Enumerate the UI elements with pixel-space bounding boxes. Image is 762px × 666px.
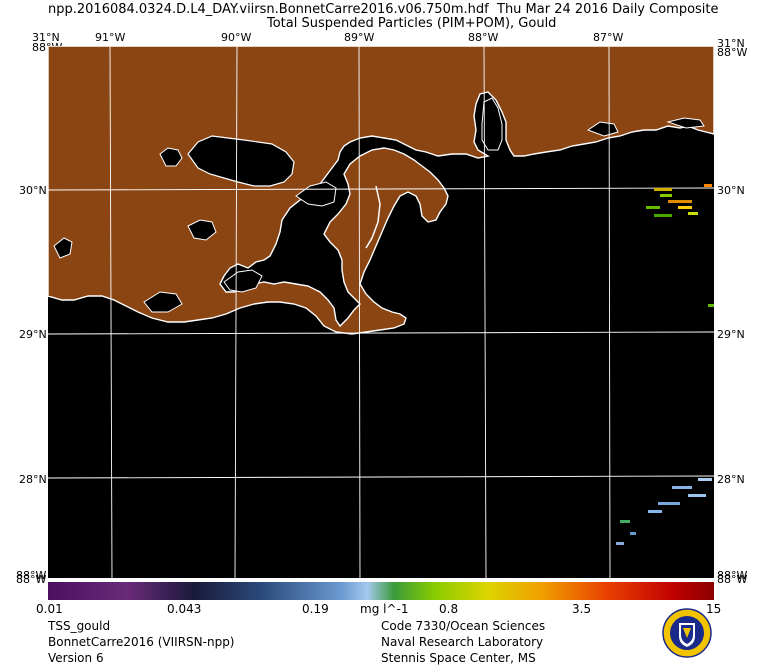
choctawhatchee-bay bbox=[666, 117, 705, 129]
lake-maurepas bbox=[159, 147, 183, 167]
colorbar-tick-0-19: 0.19 bbox=[302, 602, 329, 616]
lat-label-29n-right: 29°N bbox=[717, 328, 745, 341]
tss-map bbox=[48, 46, 714, 578]
lat-label-28n-left: 28°N bbox=[19, 473, 47, 486]
corner-label-tr-bottom: 88°W bbox=[717, 46, 748, 59]
graticule bbox=[48, 46, 714, 578]
colorbar-tick-3-5: 3.5 bbox=[572, 602, 592, 616]
grid-line-30n bbox=[48, 187, 714, 191]
lon-label-88w: 88°W bbox=[468, 31, 499, 44]
tss-pixels-offshore bbox=[616, 184, 714, 545]
footer-region: BonnetCarre2016 (VIIRSN-npp) bbox=[48, 635, 235, 649]
corner-label-br-bottom: 88°W bbox=[717, 573, 748, 586]
corner-label-bl-top: 88°W bbox=[16, 569, 47, 582]
lat-label-28n-right: 28°N bbox=[717, 473, 745, 486]
footer-location: Stennis Space Center, MS bbox=[381, 651, 536, 665]
grid-line-91w bbox=[109, 46, 113, 578]
lat-label-30n-right: 30°N bbox=[717, 184, 745, 197]
colorbar-tick-15: 15 bbox=[706, 602, 722, 616]
product-title: Total Suspended Particles (PIM+POM), Gou… bbox=[267, 16, 557, 31]
lon-label-87w: 87°W bbox=[593, 31, 624, 44]
grid-line-89w bbox=[358, 46, 361, 578]
footer-lab: Naval Research Laboratory bbox=[381, 635, 544, 649]
corner-label-tr-top: 31°N bbox=[717, 37, 745, 50]
lat-label-30n-left: 30°N bbox=[19, 184, 47, 197]
lon-label-90w: 90°W bbox=[221, 31, 252, 44]
lake-pontchartrain bbox=[187, 135, 295, 187]
colorbar-tick-0-043: 0.043 bbox=[167, 602, 202, 616]
colorbar-unit: mg l^-1 bbox=[360, 602, 409, 616]
lat-label-29n-left: 29°N bbox=[19, 328, 47, 341]
lake-salvador bbox=[187, 219, 217, 241]
grid-line-28n bbox=[48, 475, 714, 479]
lake-borgne bbox=[295, 181, 337, 207]
composite-date: Thu Mar 24 2016 Daily Composite bbox=[497, 2, 719, 17]
colorbar-tick-0-01: 0.01 bbox=[36, 602, 63, 616]
footer-version: Version 6 bbox=[48, 651, 104, 665]
pensacola-bay bbox=[586, 121, 619, 137]
colorbar bbox=[48, 582, 714, 600]
lon-label-91w: 91°W bbox=[95, 31, 126, 44]
grid-line-29n bbox=[48, 331, 714, 335]
barataria-bay bbox=[223, 269, 263, 293]
mobile-bay bbox=[481, 97, 503, 151]
grid-line-90w bbox=[234, 46, 238, 578]
file-name: npp.2016084.0324.D.L4_DAY.viirsn.BonnetC… bbox=[48, 2, 489, 17]
footer-product-name: TSS_gould bbox=[48, 619, 111, 633]
lon-label-89w: 89°W bbox=[344, 31, 375, 44]
footer-code: Code 7330/Ocean Sciences bbox=[381, 619, 546, 633]
colorbar-gradient bbox=[48, 582, 714, 600]
terrebonne-bay bbox=[143, 291, 183, 313]
land-mass bbox=[48, 46, 714, 335]
chandeleur-islands bbox=[365, 185, 381, 249]
colorbar-tick-0-8: 0.8 bbox=[439, 602, 459, 616]
grid-line-87w bbox=[608, 46, 611, 578]
corner-label-bl-bottom: 88°W bbox=[16, 573, 47, 586]
grid-line-88w bbox=[483, 46, 487, 578]
corner-label-br-top: 88°W bbox=[717, 569, 748, 582]
corner-label-tl-top: 31°N bbox=[32, 31, 60, 44]
nrl-seal-icon bbox=[662, 608, 712, 658]
atchafalaya-bay bbox=[53, 237, 73, 259]
